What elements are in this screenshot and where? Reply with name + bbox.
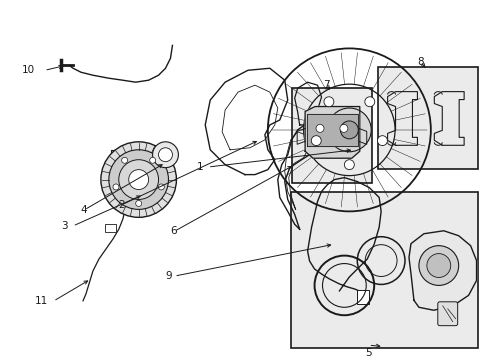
Circle shape	[122, 157, 127, 163]
Circle shape	[101, 142, 176, 217]
Circle shape	[135, 201, 142, 206]
Text: 6: 6	[170, 226, 177, 237]
Bar	[290, 192, 477, 348]
Circle shape	[158, 184, 164, 190]
Circle shape	[340, 121, 358, 139]
Text: 8: 8	[416, 57, 423, 67]
Text: 9: 9	[165, 271, 172, 281]
Circle shape	[109, 150, 168, 210]
Circle shape	[119, 160, 158, 199]
FancyBboxPatch shape	[105, 224, 116, 232]
Circle shape	[364, 97, 374, 107]
Circle shape	[377, 136, 386, 145]
Circle shape	[426, 253, 450, 278]
Circle shape	[315, 125, 324, 132]
Polygon shape	[408, 231, 476, 310]
Text: 7: 7	[322, 80, 329, 90]
Text: 3: 3	[61, 221, 68, 231]
FancyBboxPatch shape	[357, 290, 368, 304]
Text: 11: 11	[35, 296, 48, 306]
Circle shape	[152, 142, 178, 168]
Text: 1: 1	[196, 162, 203, 172]
Bar	[291, 88, 371, 183]
Circle shape	[344, 160, 354, 170]
Circle shape	[158, 148, 172, 162]
Circle shape	[113, 184, 119, 190]
Circle shape	[339, 125, 347, 132]
Polygon shape	[306, 114, 357, 146]
FancyBboxPatch shape	[437, 302, 457, 326]
Circle shape	[128, 170, 148, 189]
Circle shape	[311, 136, 321, 145]
Circle shape	[149, 157, 155, 163]
Polygon shape	[305, 107, 359, 158]
Bar	[377, 67, 477, 169]
Circle shape	[327, 108, 370, 152]
Circle shape	[323, 97, 333, 107]
Text: 10: 10	[21, 66, 35, 76]
Text: 4: 4	[81, 205, 87, 215]
Circle shape	[418, 246, 458, 285]
Text: 2: 2	[119, 200, 125, 210]
Text: 5: 5	[365, 348, 371, 358]
